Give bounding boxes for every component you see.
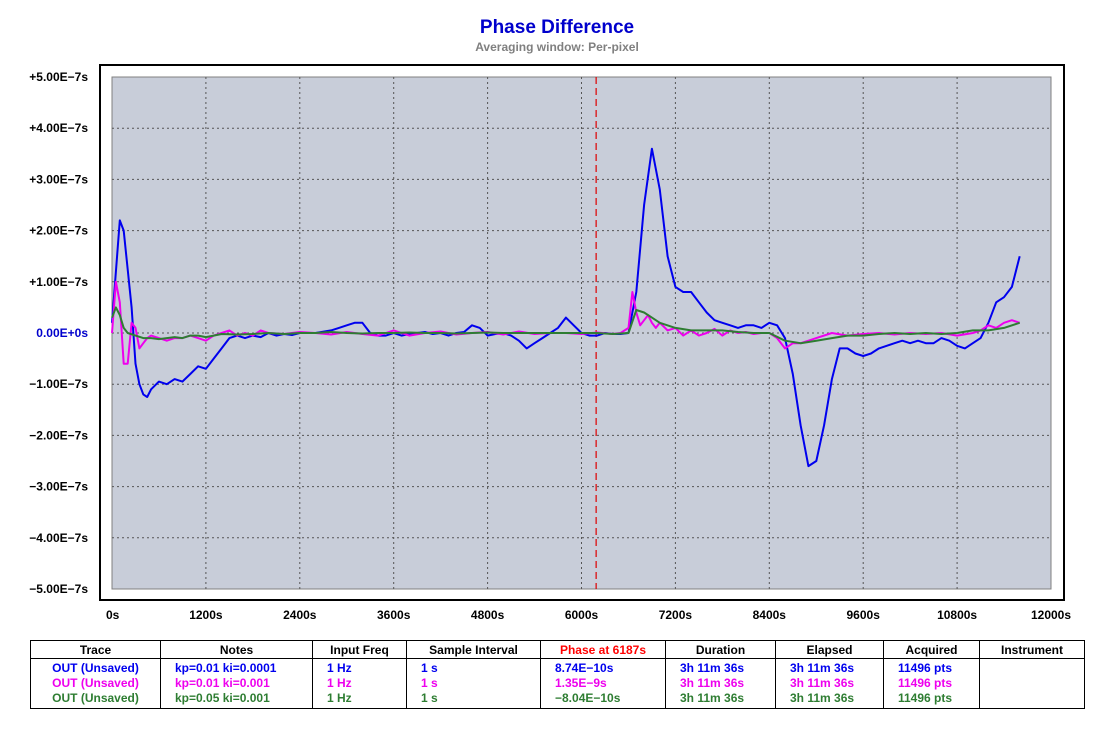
y-tick-label: +1.00E−7s: [29, 275, 88, 289]
header-trace: Trace: [30, 640, 161, 659]
trace-elapsed: 3h 11m 36s: [775, 691, 884, 709]
trace-instrument: [979, 658, 1085, 676]
trace-sample-interval: 1 s: [406, 691, 541, 709]
x-tick-label: 0s: [106, 608, 120, 622]
header-notes: Notes: [160, 640, 313, 659]
trace-name: OUT (Unsaved): [30, 658, 161, 676]
trace-name: OUT (Unsaved): [30, 676, 161, 691]
legend-table: Trace Notes Input Freq Sample Interval P…: [30, 640, 1085, 709]
y-tick-label: −5.00E−7s: [29, 582, 88, 596]
y-tick-label: +2.00E−7s: [29, 224, 88, 238]
trace-notes: kp=0.01 ki=0.0001: [160, 658, 313, 676]
legend-row[interactable]: OUT (Unsaved) kp=0.01 ki=0.0001 1 Hz 1 s…: [30, 658, 1085, 676]
header-elapsed: Elapsed: [775, 640, 884, 659]
header-phase: Phase at 6187s: [540, 640, 666, 659]
y-tick-label: −1.00E−7s: [29, 377, 88, 391]
trace-phase: 1.35E−9s: [540, 676, 666, 691]
trace-sample-interval: 1 s: [406, 676, 541, 691]
legend-row[interactable]: OUT (Unsaved) kp=0.01 ki=0.001 1 Hz 1 s …: [30, 676, 1085, 691]
trace-acquired: 11496 pts: [883, 676, 980, 691]
x-tick-label: 9600s: [847, 608, 881, 622]
trace-duration: 3h 11m 36s: [665, 691, 776, 709]
series-line-3: [111, 306, 1021, 345]
trace-acquired: 11496 pts: [883, 658, 980, 676]
trace-elapsed: 3h 11m 36s: [775, 658, 884, 676]
y-tick-label: +5.00E−7s: [29, 70, 88, 84]
y-tick-label: 0.00E+0s: [36, 326, 88, 340]
trace-elapsed: 3h 11m 36s: [775, 676, 884, 691]
header-acquired: Acquired: [883, 640, 980, 659]
x-tick-label: 6000s: [565, 608, 599, 622]
y-tick-label: −2.00E−7s: [29, 428, 88, 442]
chart-title: Phase Difference: [479, 17, 635, 38]
y-tick-label: +3.00E−7s: [29, 172, 88, 186]
x-tick-label: 7200s: [659, 608, 693, 622]
trace-duration: 3h 11m 36s: [665, 658, 776, 676]
trace-sample-interval: 1 s: [406, 658, 541, 676]
phase-difference-chart: +5.00E−7s +4.00E−7s +3.00E−7s +2.00E−7s +1.0…: [29, 64, 1071, 622]
trace-notes: kp=0.01 ki=0.001: [160, 676, 313, 691]
chart-subtitle: Averaging window: Per-pixel: [475, 40, 639, 54]
y-tick-label: −4.00E−7s: [29, 531, 88, 545]
trace-instrument: [979, 676, 1085, 691]
y-tick-label: −3.00E−7s: [29, 480, 88, 494]
y-axis-ticks: +5.00E−7s +4.00E−7s +3.00E−7s +2.00E−7s +1.0…: [29, 70, 88, 596]
series-line-1: [111, 147, 1021, 468]
y-tick-label: +4.00E−7s: [29, 121, 88, 135]
header-duration: Duration: [665, 640, 776, 659]
header-input-freq: Input Freq: [312, 640, 407, 659]
x-tick-label: 3600s: [377, 608, 411, 622]
trace-phase: 8.74E−10s: [540, 658, 666, 676]
trace-notes: kp=0.05 ki=0.001: [160, 691, 313, 709]
trace-acquired: 11496 pts: [883, 691, 980, 709]
x-tick-label: 1200s: [189, 608, 223, 622]
x-tick-label: 8400s: [753, 608, 787, 622]
series-group: [111, 147, 1021, 468]
legend-row[interactable]: OUT (Unsaved) kp=0.05 ki=0.001 1 Hz 1 s …: [30, 691, 1085, 709]
legend-header-row: Trace Notes Input Freq Sample Interval P…: [30, 640, 1085, 659]
header-sample-interval: Sample Interval: [406, 640, 541, 659]
trace-instrument: [979, 691, 1085, 709]
header-instrument: Instrument: [979, 640, 1085, 659]
x-tick-label: 10800s: [937, 608, 977, 622]
x-tick-label: 12000s: [1031, 608, 1071, 622]
trace-name: OUT (Unsaved): [30, 691, 161, 709]
trace-input-freq: 1 Hz: [312, 691, 407, 709]
x-tick-label: 2400s: [283, 608, 317, 622]
trace-phase: −8.04E−10s: [540, 691, 666, 709]
trace-duration: 3h 11m 36s: [665, 676, 776, 691]
trace-input-freq: 1 Hz: [312, 658, 407, 676]
x-axis-ticks: 0s 1200s 2400s 3600s 4800s 6000s 7200s 8400s 960…: [106, 608, 1071, 622]
trace-input-freq: 1 Hz: [312, 676, 407, 691]
x-tick-label: 4800s: [471, 608, 505, 622]
